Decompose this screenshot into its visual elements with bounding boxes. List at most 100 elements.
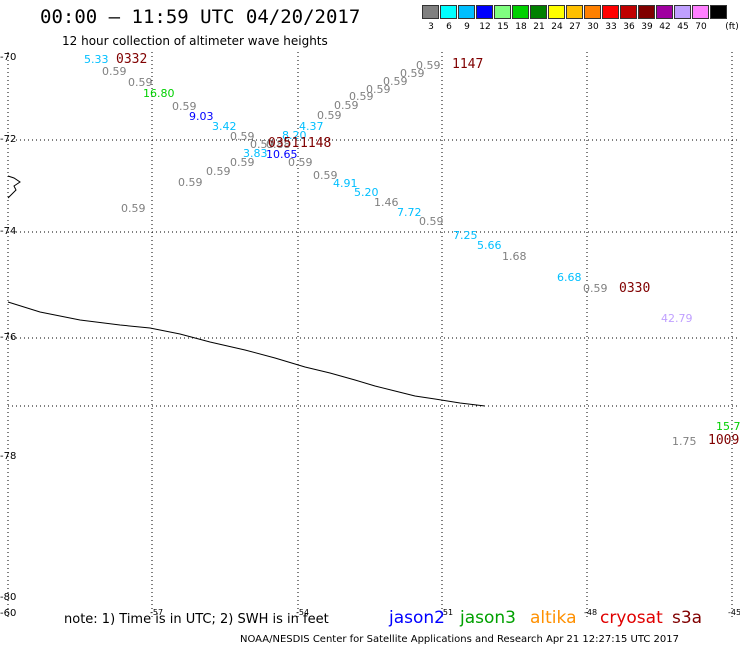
map-subtitle: 12 hour collection of altimeter wave hei… xyxy=(62,34,328,48)
wave-height-value: 3.83 xyxy=(243,147,268,160)
wave-height-value: 6.68 xyxy=(557,271,582,284)
units-note: note: 1) Time is in UTC; 2) SWH is in fe… xyxy=(64,612,329,627)
latitude-label: -78 xyxy=(0,451,17,462)
latitude-label: -70 xyxy=(0,52,17,63)
wave-height-value: 0.88 xyxy=(266,138,291,151)
wave-height-value: 0.59 xyxy=(383,75,408,88)
legend-swatch xyxy=(512,5,529,19)
pass-time-label: 0330 xyxy=(619,281,651,296)
map-title: 00:00 – 11:59 UTC 04/20/2017 xyxy=(40,6,361,28)
wave-height-value: 0.59 xyxy=(172,100,197,113)
legend-label: 12 xyxy=(479,22,491,32)
latitude-label: -76 xyxy=(0,332,17,343)
longitude-label: -57 xyxy=(150,608,164,617)
legend-label: 39 xyxy=(641,22,653,32)
legend-swatch xyxy=(422,5,439,19)
legend-swatch xyxy=(638,5,655,19)
latitude-label: -80 xyxy=(0,592,17,603)
wave-height-value: 7.72 xyxy=(397,206,422,219)
legend-label: 42 xyxy=(659,22,671,32)
satellite-label-jason3: jason3 xyxy=(460,608,516,628)
legend-swatch xyxy=(602,5,619,19)
legend-swatch xyxy=(584,5,601,19)
coastline-ice-shelf-edge xyxy=(7,301,486,407)
legend-swatch xyxy=(530,5,547,19)
legend-label: 36 xyxy=(623,22,635,32)
wave-height-value: 0.59 xyxy=(317,109,342,122)
latitude-label: -60 xyxy=(0,608,17,619)
longitude-label: -48 xyxy=(584,608,598,617)
graticule xyxy=(7,52,740,620)
legend-label: 6 xyxy=(446,22,452,32)
legend-label: 18 xyxy=(515,22,527,32)
wave-height-value: 8.20 xyxy=(282,129,307,142)
wave-height-value: 0.59 xyxy=(206,165,231,178)
wave-height-value: 0.59 xyxy=(400,67,425,80)
legend-swatch xyxy=(476,5,493,19)
wave-height-value: 0.59 xyxy=(366,83,391,96)
wave-height-value: 1.68 xyxy=(502,250,527,263)
wave-height-value: 10.65 xyxy=(266,148,298,161)
wave-height-value: 7.25 xyxy=(453,229,478,242)
wave-height-value: 3.42 xyxy=(212,120,237,133)
latitude-label: -74 xyxy=(0,226,17,237)
wave-height-value: 0.59 xyxy=(230,156,255,169)
wave-height-value: 9.03 xyxy=(189,110,214,123)
wave-height-value: 1.75 xyxy=(672,435,697,448)
wave-height-value: 15.75 xyxy=(716,420,740,433)
wave-height-value: 0.59 xyxy=(583,282,608,295)
legend-swatch xyxy=(548,5,565,19)
legend-unit-label: (ft) xyxy=(725,22,739,32)
legend-swatch xyxy=(566,5,583,19)
legend-label: 24 xyxy=(551,22,563,32)
wave-height-value: 0.59 xyxy=(288,156,313,169)
longitude-label: -45 xyxy=(728,608,740,617)
legend-swatch xyxy=(656,5,673,19)
coastline-peninsula xyxy=(7,175,21,199)
satellite-label-altika: altika xyxy=(530,608,577,628)
wave-height-value: 0.59 xyxy=(349,90,374,103)
pass-time-label: 1148 xyxy=(300,136,332,151)
wave-height-value: 0.59 xyxy=(102,65,127,78)
legend-swatch xyxy=(710,5,727,19)
longitude-label: -51 xyxy=(440,608,454,617)
credit-line: NOAA/NESDIS Center for Satellite Applica… xyxy=(240,634,679,645)
legend-swatch xyxy=(494,5,511,19)
legend-label: 70 xyxy=(695,22,707,32)
wave-height-value: 0.59 xyxy=(419,215,444,228)
legend-label: 9 xyxy=(464,22,470,32)
wave-height-value: 16.80 xyxy=(143,87,175,100)
latitude-label: -72 xyxy=(0,134,17,145)
wave-height-value: 0.59 xyxy=(334,99,359,112)
legend-label: 45 xyxy=(677,22,689,32)
legend-swatch xyxy=(440,5,457,19)
pass-time-label: 1009 xyxy=(708,433,740,448)
wave-height-value: 4.37 xyxy=(299,120,324,133)
wave-height-value: 0.59 xyxy=(230,130,255,143)
wave-height-value: 0.59 xyxy=(178,176,203,189)
legend-label: 21 xyxy=(533,22,545,32)
satellite-label-jason2: jason2 xyxy=(389,608,445,628)
wave-height-value: 5.20 xyxy=(354,186,379,199)
legend-swatch xyxy=(620,5,637,19)
satellite-label-s3a: s3a xyxy=(672,608,703,628)
wave-height-value: 0.59 xyxy=(128,76,153,89)
pass-time-label: 0332 xyxy=(116,52,148,67)
legend-label: 15 xyxy=(497,22,509,32)
legend-label: 3 xyxy=(428,22,434,32)
legend-swatch xyxy=(674,5,691,19)
legend-label: 33 xyxy=(605,22,617,32)
pass-time-label: 1147 xyxy=(452,57,484,72)
wave-height-value: 42.79 xyxy=(661,312,693,325)
legend-label: 30 xyxy=(587,22,599,32)
wave-height-value: 1.46 xyxy=(374,196,399,209)
longitude-label: -54 xyxy=(296,608,310,617)
wave-height-value: 0.59 xyxy=(313,169,338,182)
pass-time-label: 0351 xyxy=(268,136,300,151)
wave-height-value: 0.59 xyxy=(121,202,146,215)
legend-label: 27 xyxy=(569,22,581,32)
satellite-label-cryosat: cryosat xyxy=(600,608,663,628)
legend-swatch xyxy=(458,5,475,19)
